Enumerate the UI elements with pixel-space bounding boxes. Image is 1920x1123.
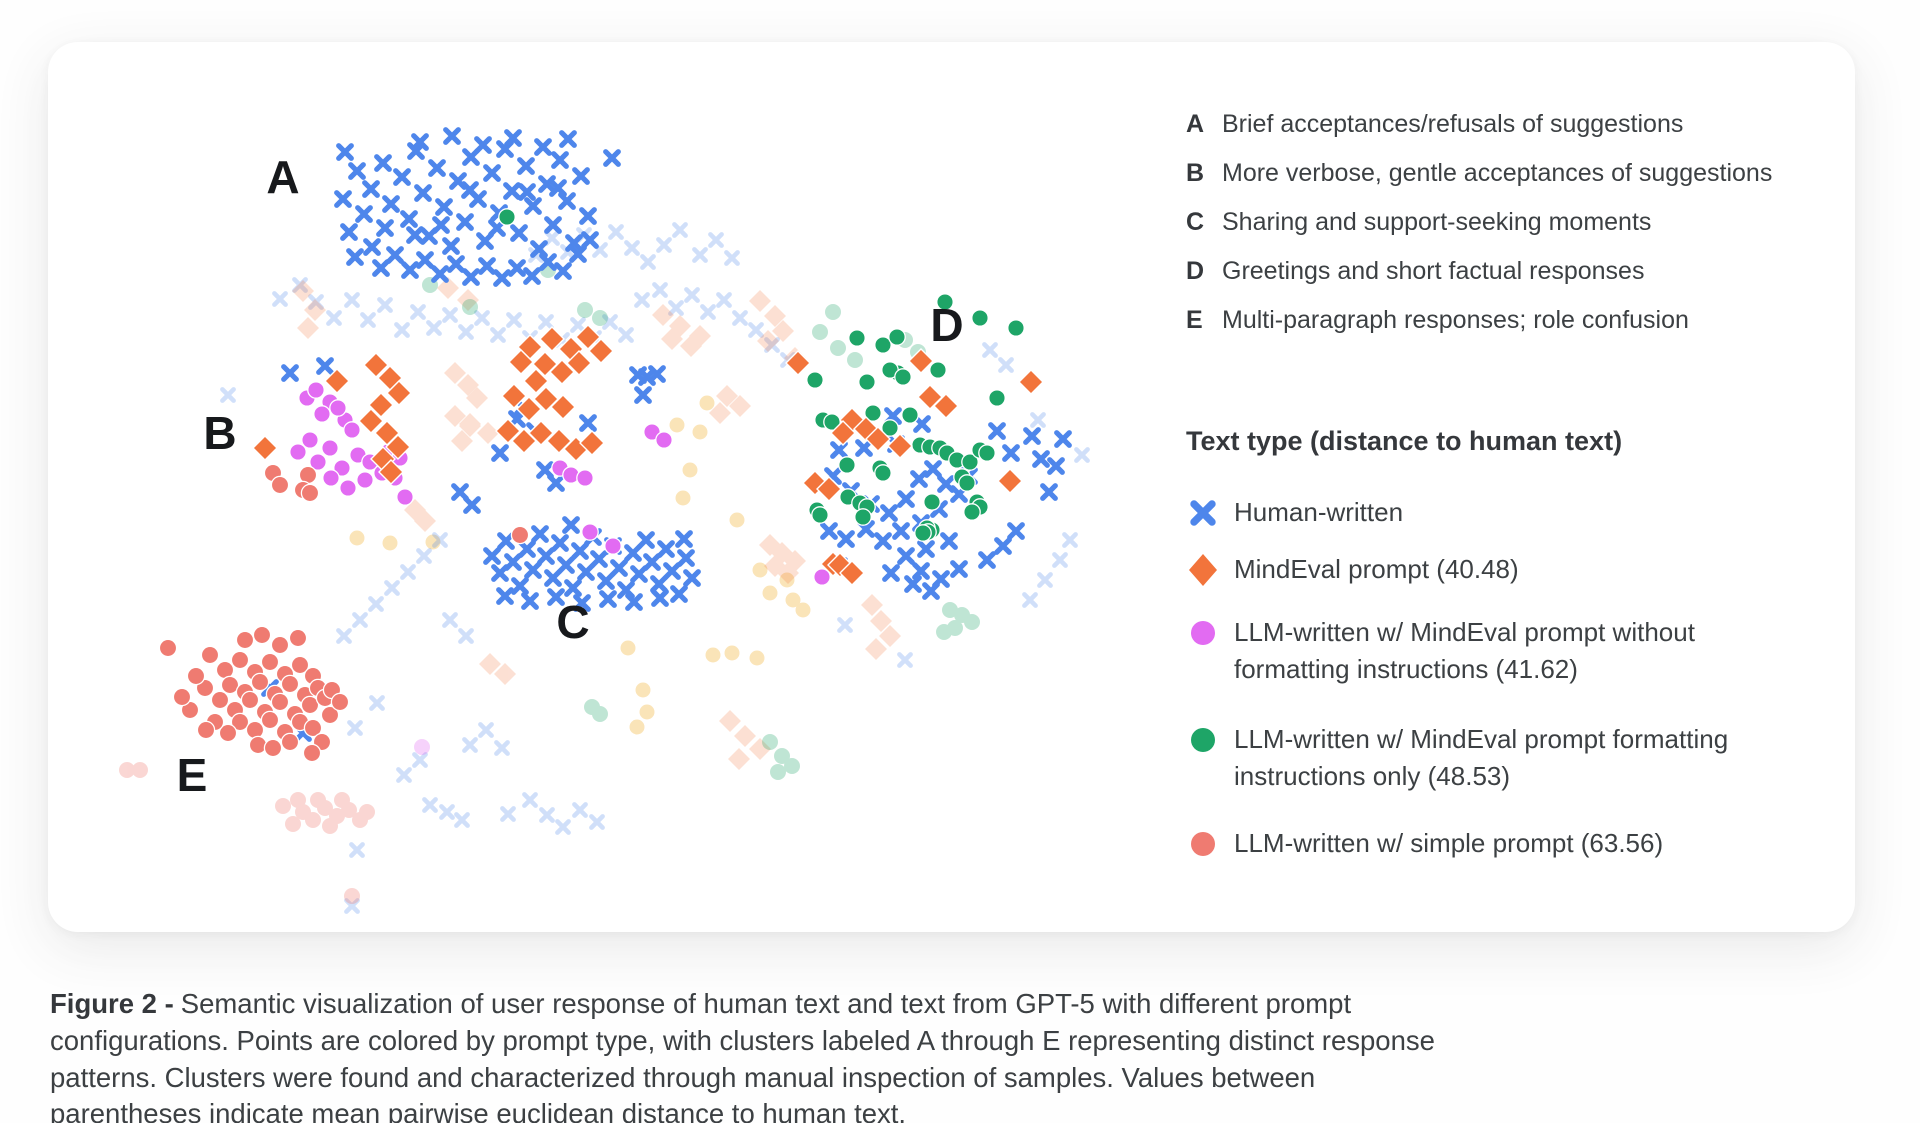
cluster-list-item-b: B More verbose, gentle acceptances of su… <box>1186 149 1772 198</box>
x-marker-icon <box>1190 500 1216 526</box>
caption-line: configurations. Points are colored by pr… <box>50 1024 1435 1056</box>
circle-marker-icon <box>1191 832 1215 856</box>
cluster-description: Brief acceptances/refusals of suggestion… <box>1222 110 1684 138</box>
caption-line: patterns. Clusters were found and charac… <box>50 1061 1316 1093</box>
legend-item-label: Human-written <box>1234 497 1404 527</box>
cluster-list-item-c: C Sharing and support-seeking moments <box>1186 198 1772 247</box>
legend-item-label: MindEval prompt (40.48) <box>1234 554 1519 584</box>
cluster-key: B <box>1186 159 1205 187</box>
legend: Text type (distance to human text) Human… <box>1186 426 1816 906</box>
caption-line: Figure 2 - Semantic visualization of user… <box>50 986 1670 1023</box>
caption-line: parentheses indicate mean pairwise eucli… <box>50 1098 907 1123</box>
cluster-key: D <box>1186 257 1205 285</box>
cluster-list-item-d: D Greetings and short factual responses <box>1186 247 1772 296</box>
cluster-description: Multi-paragraph responses; role confusio… <box>1222 306 1689 334</box>
legend-item-mindeval-prompt: MindEval prompt (40.48) <box>1186 551 1519 588</box>
cluster-description-list: A Brief acceptances/refusals of suggesti… <box>1186 100 1772 345</box>
circle-marker-icon <box>1191 728 1215 752</box>
caption-text: Semantic visualization of user response … <box>180 988 1352 1019</box>
diamond-marker-icon <box>1189 554 1217 586</box>
legend-item-llm-no-formatting: LLM-written w/ MindEval prompt without f… <box>1186 614 1799 688</box>
cluster-key: C <box>1186 208 1205 236</box>
cluster-description: Sharing and support-seeking moments <box>1222 208 1652 236</box>
cluster-description: More verbose, gentle acceptances of sugg… <box>1222 159 1773 187</box>
cluster-key: A <box>1186 110 1205 138</box>
legend-item-label: LLM-written w/ MindEval prompt formattin… <box>1234 724 1729 791</box>
legend-item-label: LLM-written w/ simple prompt (63.56) <box>1234 828 1664 858</box>
cluster-key: E <box>1186 306 1203 334</box>
legend-item-human-written: Human-written <box>1186 494 1403 531</box>
legend-title: Text type (distance to human text) <box>1186 426 1623 456</box>
legend-item-label: LLM-written w/ MindEval prompt without f… <box>1234 617 1695 684</box>
cluster-description: Greetings and short factual responses <box>1222 257 1645 285</box>
figure-caption: Figure 2 - Semantic visualization of user… <box>50 986 1670 1123</box>
legend-item-llm-formatting-only: LLM-written w/ MindEval prompt formattin… <box>1186 721 1799 795</box>
legend-item-llm-simple-prompt: LLM-written w/ simple prompt (63.56) <box>1186 825 1663 862</box>
circle-marker-icon <box>1191 621 1215 645</box>
cluster-list-item-a: A Brief acceptances/refusals of suggesti… <box>1186 100 1772 149</box>
cluster-list-item-e: E Multi-paragraph responses; role confus… <box>1186 296 1772 345</box>
caption-figure-label: Figure 2 - <box>50 988 174 1019</box>
